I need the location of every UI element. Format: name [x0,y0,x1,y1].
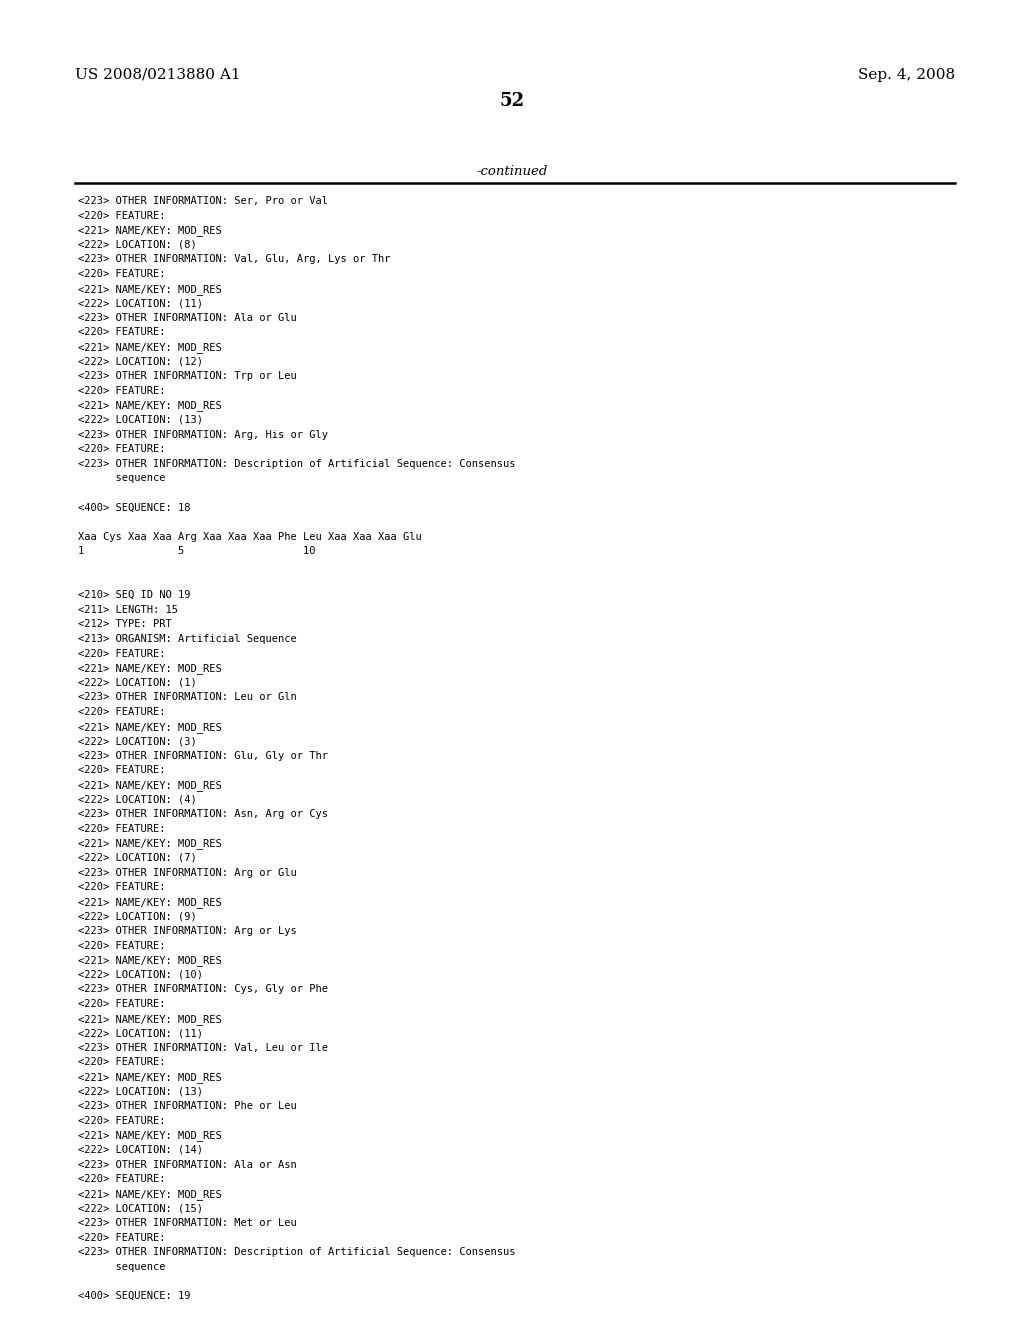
Text: US 2008/0213880 A1: US 2008/0213880 A1 [75,69,241,82]
Text: <223> OTHER INFORMATION: Ala or Asn: <223> OTHER INFORMATION: Ala or Asn [78,1159,297,1170]
Text: <221> NAME/KEY: MOD_RES: <221> NAME/KEY: MOD_RES [78,284,222,294]
Text: <222> LOCATION: (10): <222> LOCATION: (10) [78,970,203,979]
Text: <220> FEATURE:: <220> FEATURE: [78,445,166,454]
Text: <223> OTHER INFORMATION: Ala or Glu: <223> OTHER INFORMATION: Ala or Glu [78,313,297,323]
Text: <221> NAME/KEY: MOD_RES: <221> NAME/KEY: MOD_RES [78,663,222,675]
Text: <222> LOCATION: (4): <222> LOCATION: (4) [78,795,197,805]
Text: <222> LOCATION: (13): <222> LOCATION: (13) [78,414,203,425]
Text: Xaa Cys Xaa Xaa Arg Xaa Xaa Xaa Phe Leu Xaa Xaa Xaa Glu: Xaa Cys Xaa Xaa Arg Xaa Xaa Xaa Phe Leu … [78,532,422,541]
Text: <222> LOCATION: (3): <222> LOCATION: (3) [78,737,197,746]
Text: <222> LOCATION: (13): <222> LOCATION: (13) [78,1086,203,1097]
Text: <222> LOCATION: (7): <222> LOCATION: (7) [78,853,197,863]
Text: <222> LOCATION: (1): <222> LOCATION: (1) [78,677,197,688]
Text: <221> NAME/KEY: MOD_RES: <221> NAME/KEY: MOD_RES [78,1014,222,1024]
Text: <221> NAME/KEY: MOD_RES: <221> NAME/KEY: MOD_RES [78,896,222,908]
Text: <223> OTHER INFORMATION: Val, Leu or Ile: <223> OTHER INFORMATION: Val, Leu or Ile [78,1043,328,1053]
Text: <222> LOCATION: (8): <222> LOCATION: (8) [78,240,197,249]
Text: <223> OTHER INFORMATION: Arg or Glu: <223> OTHER INFORMATION: Arg or Glu [78,867,297,878]
Text: <220> FEATURE:: <220> FEATURE: [78,766,166,775]
Text: <223> OTHER INFORMATION: Trp or Leu: <223> OTHER INFORMATION: Trp or Leu [78,371,297,381]
Text: <221> NAME/KEY: MOD_RES: <221> NAME/KEY: MOD_RES [78,722,222,733]
Text: <221> NAME/KEY: MOD_RES: <221> NAME/KEY: MOD_RES [78,400,222,412]
Text: <211> LENGTH: 15: <211> LENGTH: 15 [78,605,178,615]
Text: <220> FEATURE:: <220> FEATURE: [78,1115,166,1126]
Text: <221> NAME/KEY: MOD_RES: <221> NAME/KEY: MOD_RES [78,1130,222,1142]
Text: <222> LOCATION: (14): <222> LOCATION: (14) [78,1144,203,1155]
Text: <221> NAME/KEY: MOD_RES: <221> NAME/KEY: MOD_RES [78,342,222,352]
Text: <220> FEATURE:: <220> FEATURE: [78,1233,166,1242]
Text: <212> TYPE: PRT: <212> TYPE: PRT [78,619,172,630]
Text: <220> FEATURE:: <220> FEATURE: [78,1057,166,1068]
Text: <223> OTHER INFORMATION: Cys, Gly or Phe: <223> OTHER INFORMATION: Cys, Gly or Phe [78,985,328,994]
Text: <220> FEATURE:: <220> FEATURE: [78,708,166,717]
Text: <221> NAME/KEY: MOD_RES: <221> NAME/KEY: MOD_RES [78,838,222,849]
Text: <223> OTHER INFORMATION: Leu or Gln: <223> OTHER INFORMATION: Leu or Gln [78,693,297,702]
Text: 1               5                   10: 1 5 10 [78,546,315,557]
Text: <222> LOCATION: (15): <222> LOCATION: (15) [78,1204,203,1213]
Text: <223> OTHER INFORMATION: Met or Leu: <223> OTHER INFORMATION: Met or Leu [78,1218,297,1228]
Text: <223> OTHER INFORMATION: Asn, Arg or Cys: <223> OTHER INFORMATION: Asn, Arg or Cys [78,809,328,820]
Text: <220> FEATURE:: <220> FEATURE: [78,824,166,834]
Text: <221> NAME/KEY: MOD_RES: <221> NAME/KEY: MOD_RES [78,780,222,791]
Text: <220> FEATURE:: <220> FEATURE: [78,385,166,396]
Text: <223> OTHER INFORMATION: Arg or Lys: <223> OTHER INFORMATION: Arg or Lys [78,927,297,936]
Text: <213> ORGANISM: Artificial Sequence: <213> ORGANISM: Artificial Sequence [78,634,297,644]
Text: <222> LOCATION: (9): <222> LOCATION: (9) [78,911,197,921]
Text: <220> FEATURE:: <220> FEATURE: [78,999,166,1008]
Text: <221> NAME/KEY: MOD_RES: <221> NAME/KEY: MOD_RES [78,1189,222,1200]
Text: -continued: -continued [476,165,548,178]
Text: <221> NAME/KEY: MOD_RES: <221> NAME/KEY: MOD_RES [78,1072,222,1082]
Text: <223> OTHER INFORMATION: Ser, Pro or Val: <223> OTHER INFORMATION: Ser, Pro or Val [78,195,328,206]
Text: <220> FEATURE:: <220> FEATURE: [78,882,166,892]
Text: <223> OTHER INFORMATION: Val, Glu, Arg, Lys or Thr: <223> OTHER INFORMATION: Val, Glu, Arg, … [78,255,390,264]
Text: <223> OTHER INFORMATION: Glu, Gly or Thr: <223> OTHER INFORMATION: Glu, Gly or Thr [78,751,328,760]
Text: <223> OTHER INFORMATION: Arg, His or Gly: <223> OTHER INFORMATION: Arg, His or Gly [78,429,328,440]
Text: <400> SEQUENCE: 18: <400> SEQUENCE: 18 [78,503,190,512]
Text: <220> FEATURE:: <220> FEATURE: [78,941,166,950]
Text: <220> FEATURE:: <220> FEATURE: [78,1175,166,1184]
Text: sequence: sequence [78,474,166,483]
Text: <220> FEATURE:: <220> FEATURE: [78,327,166,338]
Text: <222> LOCATION: (11): <222> LOCATION: (11) [78,1028,203,1039]
Text: <220> FEATURE:: <220> FEATURE: [78,269,166,279]
Text: <222> LOCATION: (11): <222> LOCATION: (11) [78,298,203,308]
Text: <400> SEQUENCE: 19: <400> SEQUENCE: 19 [78,1291,190,1302]
Text: Sep. 4, 2008: Sep. 4, 2008 [858,69,955,82]
Text: <223> OTHER INFORMATION: Description of Artificial Sequence: Consensus: <223> OTHER INFORMATION: Description of … [78,459,515,469]
Text: <223> OTHER INFORMATION: Phe or Leu: <223> OTHER INFORMATION: Phe or Leu [78,1101,297,1111]
Text: <210> SEQ ID NO 19: <210> SEQ ID NO 19 [78,590,190,601]
Text: sequence: sequence [78,1262,166,1271]
Text: 52: 52 [500,92,524,110]
Text: <220> FEATURE:: <220> FEATURE: [78,211,166,220]
Text: <220> FEATURE:: <220> FEATURE: [78,648,166,659]
Text: <221> NAME/KEY: MOD_RES: <221> NAME/KEY: MOD_RES [78,956,222,966]
Text: <222> LOCATION: (12): <222> LOCATION: (12) [78,356,203,367]
Text: <223> OTHER INFORMATION: Description of Artificial Sequence: Consensus: <223> OTHER INFORMATION: Description of … [78,1247,515,1257]
Text: <221> NAME/KEY: MOD_RES: <221> NAME/KEY: MOD_RES [78,226,222,236]
